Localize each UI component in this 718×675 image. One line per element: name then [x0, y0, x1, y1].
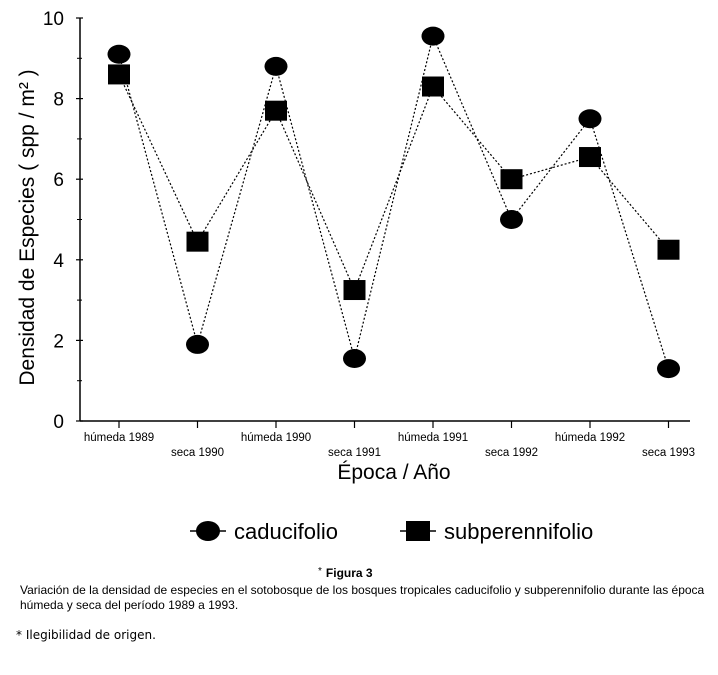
data-point-caducifolio [107, 44, 131, 64]
series-line-caducifolio [118, 34, 670, 369]
figure-title: * Figura 3 [318, 566, 373, 580]
legend-marker-subperennifolio [406, 521, 430, 541]
x-tick-label: húmeda 1992 [555, 432, 625, 444]
data-point-caducifolio [578, 109, 602, 129]
x-tick-label: húmeda 1991 [398, 432, 468, 444]
data-point-caducifolio [421, 26, 445, 46]
data-point-caducifolio [657, 359, 680, 379]
y-tick-label: 0 [53, 412, 64, 433]
y-tick-label: 8 [53, 90, 64, 111]
y-tick-label: 6 [53, 170, 64, 191]
data-point-caducifolio [500, 210, 523, 229]
data-point-subperennifolio [343, 280, 366, 301]
x-tick-label: seca 1991 [328, 447, 381, 459]
legend-marker-caducifolio [196, 521, 220, 541]
x-tick-label: seca 1993 [642, 447, 695, 459]
x-axis-label: Época / Año [337, 461, 450, 484]
footnote: * Ilegibilidad de origen. [16, 628, 156, 642]
y-tick-label: 10 [43, 9, 64, 30]
plot-area: 0 2 4 6 8 10 húmeda 1989 seca 1990 húmeda 1990 se… [16, 9, 695, 544]
x-tick-label: húmeda 1990 [241, 432, 311, 444]
data-point-subperennifolio [422, 76, 444, 97]
x-tick-label: seca 1990 [171, 447, 224, 459]
x-tick-label: húmeda 1989 [84, 432, 154, 444]
data-point-subperennifolio [500, 169, 523, 190]
figure-caption: Variación de la densidad de especies en … [20, 583, 705, 612]
data-point-subperennifolio [265, 100, 287, 121]
data-point-subperennifolio [657, 239, 680, 260]
legend-label-subperennifolio: subperennifolio [444, 519, 593, 544]
y-tick-label: 2 [53, 331, 64, 352]
x-tick-label: seca 1992 [485, 447, 538, 459]
legend-label-caducifolio: caducifolio [234, 519, 338, 544]
data-point-caducifolio [264, 56, 288, 76]
data-point-subperennifolio [579, 147, 601, 168]
data-point-subperennifolio [186, 231, 209, 252]
data-point-subperennifolio [108, 64, 130, 85]
figure-title-star: * [318, 566, 322, 577]
y-tick-label: 4 [53, 251, 64, 272]
y-axis-label: Densidad de Especies ( spp / m² ) [16, 69, 39, 385]
series-line-subperennifolio [118, 74, 669, 292]
figure-title-text: Figura 3 [325, 566, 373, 580]
data-point-caducifolio [343, 349, 366, 369]
data-point-caducifolio [186, 334, 209, 354]
species-density-chart: 0 2 4 6 8 10 húmeda 1989 seca 1990 húmeda 1990 se… [16, 9, 695, 544]
